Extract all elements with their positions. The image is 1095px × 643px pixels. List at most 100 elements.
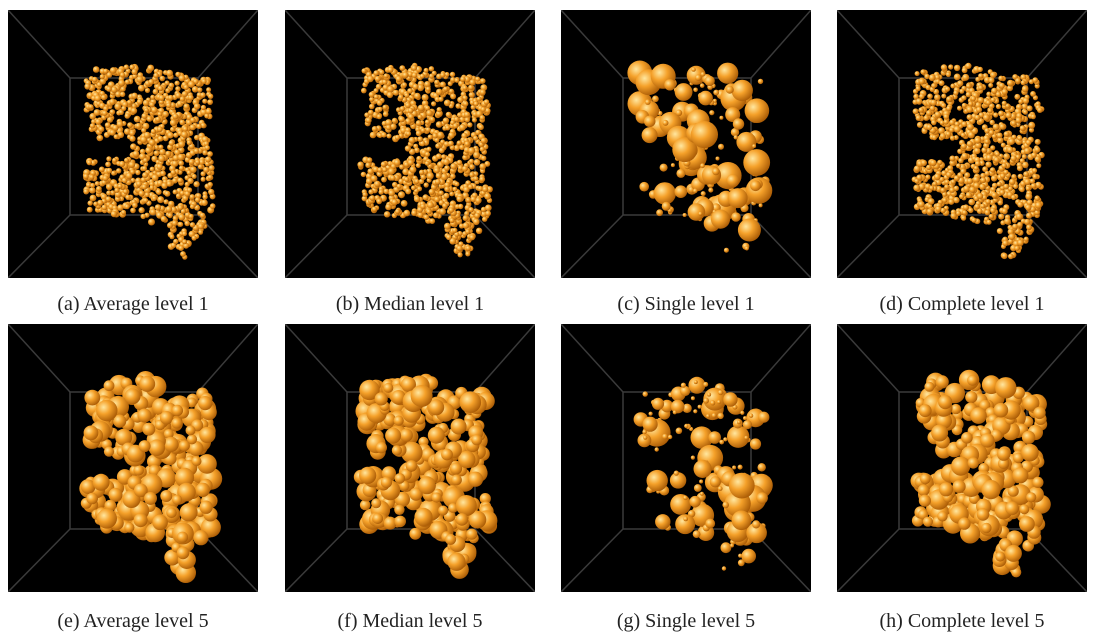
sphere: [155, 117, 161, 123]
sphere: [924, 115, 930, 121]
sphere: [404, 210, 411, 217]
sphere: [177, 178, 183, 184]
sphere: [105, 162, 111, 168]
sphere: [688, 377, 705, 394]
sphere: [954, 126, 961, 133]
sphere: [981, 523, 991, 533]
sphere: [473, 176, 478, 181]
sphere: [200, 92, 206, 98]
sphere: [398, 191, 405, 198]
sphere: [967, 141, 973, 147]
figure: (a) Average level 1(b) Median level 1(c)…: [0, 0, 1095, 643]
caption: (a) Average level 1: [0, 293, 271, 316]
sphere: [180, 503, 198, 521]
sphere: [925, 175, 930, 180]
sphere: [377, 172, 382, 177]
sphere: [957, 149, 962, 154]
sphere: [713, 90, 719, 96]
sphere: [1007, 80, 1014, 87]
sphere: [381, 132, 387, 138]
sphere: [469, 164, 475, 170]
sphere: [722, 502, 729, 509]
sphere: [179, 120, 185, 126]
sphere: [700, 163, 705, 168]
sphere: [392, 199, 398, 205]
sphere: [999, 83, 1005, 89]
sphere: [374, 94, 379, 99]
sphere: [172, 495, 182, 505]
sphere: [975, 115, 981, 121]
sphere: [457, 245, 463, 251]
sphere: [411, 65, 417, 71]
sphere: [152, 515, 168, 531]
sphere: [199, 501, 212, 514]
sphere: [930, 160, 937, 167]
sphere: [173, 190, 178, 195]
sphere: [161, 216, 167, 222]
sphere: [977, 193, 983, 199]
sphere: [444, 223, 451, 230]
sphere: [710, 476, 721, 487]
sphere: [111, 211, 117, 217]
sphere: [698, 405, 702, 409]
sphere: [93, 474, 110, 491]
sphere: [121, 106, 126, 111]
sphere: [456, 196, 462, 202]
sphere: [463, 215, 469, 221]
sphere: [182, 231, 187, 236]
sphere: [951, 457, 970, 476]
sphere: [467, 122, 472, 127]
sphere: [985, 161, 991, 167]
sphere: [968, 199, 975, 206]
sphere: [732, 80, 753, 101]
sphere: [652, 398, 664, 410]
sphere: [942, 198, 947, 203]
sphere: [157, 164, 163, 170]
sphere: [188, 95, 194, 101]
sphere: [118, 80, 125, 87]
sphere: [170, 234, 175, 239]
sphere: [684, 424, 688, 428]
sphere: [1002, 101, 1007, 106]
sphere: [1023, 110, 1028, 115]
sphere: [159, 149, 166, 156]
sphere: [427, 202, 434, 209]
sphere: [151, 107, 158, 114]
sphere: [953, 90, 958, 95]
sphere: [145, 147, 152, 154]
sphere: [458, 204, 463, 209]
sphere: [1026, 213, 1032, 219]
sphere: [384, 189, 390, 195]
sphere: [144, 132, 151, 139]
sphere: [134, 513, 148, 527]
sphere: [198, 164, 203, 169]
sphere: [164, 191, 170, 197]
sphere: [968, 457, 979, 468]
sphere: [429, 66, 434, 71]
sphere: [732, 466, 736, 470]
caption: (f) Median level 5: [272, 610, 548, 633]
sphere: [701, 72, 706, 77]
sphere: [466, 198, 471, 203]
sphere: [1032, 168, 1037, 173]
sphere: [698, 91, 713, 106]
sphere: [712, 413, 717, 418]
sphere: [105, 122, 111, 128]
sphere: [134, 116, 141, 123]
sphere: [717, 63, 738, 84]
sphere: [1008, 254, 1014, 260]
sphere: [973, 176, 980, 183]
sphere: [381, 177, 387, 183]
sphere: [383, 383, 393, 393]
sphere: [1026, 492, 1036, 502]
render: [8, 10, 258, 278]
sphere: [394, 159, 401, 166]
sphere: [362, 68, 367, 73]
sphere: [1025, 193, 1032, 200]
sphere: [99, 167, 105, 173]
sphere: [125, 195, 130, 200]
sphere: [158, 155, 165, 162]
sphere: [206, 87, 211, 92]
sphere: [1005, 501, 1019, 515]
sphere: [980, 177, 986, 183]
